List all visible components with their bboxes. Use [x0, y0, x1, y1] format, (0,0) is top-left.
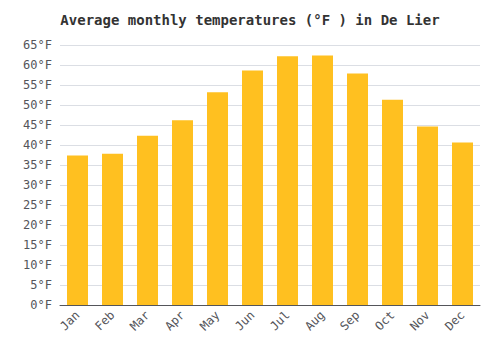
svg-text:25°F: 25°F: [23, 198, 52, 212]
svg-text:20°F: 20°F: [23, 218, 52, 232]
svg-text:65°F: 65°F: [23, 38, 52, 52]
svg-text:May: May: [197, 308, 222, 333]
svg-text:Feb: Feb: [92, 308, 117, 333]
svg-text:10°F: 10°F: [23, 258, 52, 272]
svg-text:Apr: Apr: [162, 308, 187, 333]
svg-text:60°F: 60°F: [23, 58, 52, 72]
svg-text:Mar: Mar: [127, 308, 152, 333]
svg-text:40°F: 40°F: [23, 138, 52, 152]
svg-text:45°F: 45°F: [23, 118, 52, 132]
svg-text:30°F: 30°F: [23, 178, 52, 192]
svg-text:15°F: 15°F: [23, 238, 52, 252]
svg-text:Jul: Jul: [267, 308, 292, 333]
svg-text:35°F: 35°F: [23, 158, 52, 172]
svg-text:Jan: Jan: [57, 308, 82, 333]
svg-text:Oct: Oct: [372, 308, 397, 333]
svg-text:Average monthly temperatures (: Average monthly temperatures (°F ) in De…: [60, 12, 439, 28]
svg-text:Nov: Nov: [407, 308, 432, 333]
svg-text:5°F: 5°F: [30, 278, 52, 292]
svg-text:0°F: 0°F: [30, 298, 52, 312]
svg-text:50°F: 50°F: [23, 98, 52, 112]
svg-text:Sep: Sep: [337, 308, 362, 333]
svg-text:Aug: Aug: [302, 308, 327, 333]
svg-text:Dec: Dec: [442, 308, 467, 333]
svg-text:Jun: Jun: [232, 308, 257, 333]
svg-text:55°F: 55°F: [23, 78, 52, 92]
